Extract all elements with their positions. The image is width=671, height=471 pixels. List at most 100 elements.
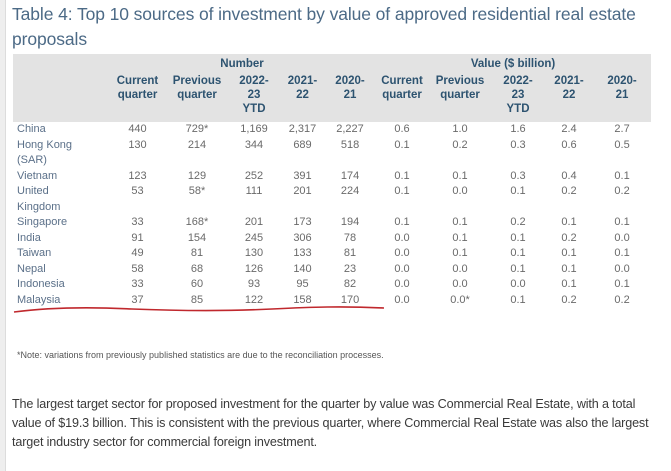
table-row: Indonesia 33 60 93 95 82 0.0 0.0 0.0 0.1 0.1 (13, 277, 651, 293)
column-header-line: 2021- (287, 75, 318, 87)
number-cell: 58* (188, 185, 206, 197)
value-cell: 0.1 (452, 231, 468, 244)
number-cell: 158 (293, 293, 312, 306)
number-cell: 224 (340, 185, 360, 197)
red-underline-annotation (13, 306, 384, 313)
number-cell: 130 (244, 247, 264, 259)
column-header-line: 23 (247, 89, 261, 101)
table-footnote: *Note: variations from previously publis… (17, 350, 384, 360)
number-cell: 689 (293, 138, 312, 151)
value-cell: 0.6 (394, 123, 410, 135)
column-header-line: 2020- (607, 75, 637, 87)
number-cell: 68 (190, 262, 204, 275)
number-cell: 2,227 (336, 123, 364, 135)
country-cell: India (17, 231, 41, 244)
column-header-row: Current quarter Previous quarter 2022- 23 YTD 2… (13, 74, 651, 122)
number-cell: 140 (293, 262, 312, 275)
column-header-number-5: 2020- 21 (325, 74, 375, 122)
column-header-line: 21 (343, 89, 357, 101)
value-cell: 0.1 (452, 216, 468, 228)
country-cell: Taiwan (17, 247, 52, 259)
number-cell: 91 (131, 231, 144, 244)
value-cell: 2.4 (561, 123, 577, 135)
column-header-line: quarter (117, 89, 158, 101)
investment-table: Number Value ($ billion) Current quarter P… (13, 54, 651, 308)
value-cell: 0.2 (510, 216, 526, 228)
table-row: India 91 154 245 306 78 0.0 0.1 0.1 0.2 0.0 (13, 231, 651, 247)
column-header-line: quarter (440, 89, 480, 101)
value-cell: 0.0 (394, 278, 410, 290)
number-cell: 37 (131, 293, 144, 306)
number-cell: 201 (293, 185, 312, 197)
country-cell: Indonesia (17, 278, 65, 290)
column-header-line: 22 (296, 89, 309, 101)
value-cell: 0.1 (561, 247, 577, 259)
column-header-line: Current (381, 75, 423, 87)
number-cell: 729* (185, 123, 209, 135)
table-row: Malaysia 37 85 122 158 170 0.0 0.0* 0.1 0.2 0.2 (13, 293, 651, 309)
column-header-line: 22 (562, 89, 576, 101)
value-cell: 0.2 (561, 231, 577, 244)
number-cell: 154 (187, 231, 207, 244)
value-cell: 0.0 (452, 278, 468, 290)
number-cell: 49 (131, 247, 144, 259)
value-cell: 0.1 (510, 262, 526, 275)
country-cell: Vietnam (17, 169, 58, 182)
country-cell: Nepal (17, 262, 46, 275)
column-header-value-4: 2021- 22 (545, 74, 593, 122)
value-cell: 0.3 (510, 138, 526, 151)
number-cell: 174 (340, 169, 360, 182)
column-header-line: Previous (435, 75, 485, 87)
table-row: China 440 729* 1,169 2,317 2,227 0.6 1.0 1.6 2.4 2… (13, 122, 651, 138)
value-cell: 0.1 (561, 262, 577, 275)
number-cell: 2,317 (288, 123, 317, 135)
number-cell: 60 (190, 278, 204, 290)
value-cell: 0.1 (452, 247, 468, 259)
number-cell: 93 (247, 278, 261, 290)
number-cell: 194 (340, 216, 360, 228)
column-header-line: 2021- (554, 75, 584, 87)
column-header-line: YTD (242, 103, 266, 115)
number-cell: 23 (343, 262, 357, 275)
value-cell: 0.1 (614, 169, 630, 182)
value-cell: 2.7 (614, 123, 630, 135)
value-cell: 0.2 (452, 138, 468, 151)
number-cell: 168* (185, 216, 209, 228)
value-cell: 0.0 (394, 262, 410, 275)
country-cell: United Kingdom (17, 185, 61, 213)
body-paragraph: The largest target sector for proposed i… (12, 397, 649, 449)
table-title: Table 4: Top 10 sources of investment by… (12, 4, 636, 49)
table-row: Singapore 33 168* 201 173 194 0.1 0.1 0.2 0.1 0.1 (13, 215, 651, 231)
value-cell: 0.0 (614, 231, 630, 244)
value-cell: 0.0 (452, 262, 468, 275)
number-cell: 440 (128, 123, 147, 135)
number-cell: 53 (131, 185, 144, 197)
value-cell: 0.1 (510, 293, 526, 306)
value-cell: 1.0 (452, 123, 468, 135)
number-cell: 201 (244, 216, 264, 228)
number-cell: 82 (343, 278, 357, 290)
column-header-line: 21 (615, 89, 629, 101)
number-cell: 306 (293, 231, 312, 244)
table-row: Nepal 58 68 126 140 23 0.0 0.0 0.1 0.1 0.0 (13, 262, 651, 278)
number-cell: 245 (244, 231, 264, 244)
country-cell: China (17, 123, 46, 135)
number-cell: 123 (128, 169, 147, 182)
value-cell: 1.6 (510, 123, 526, 135)
number-cell: 33 (131, 278, 144, 290)
column-header-number-1: Current quarter (109, 74, 166, 122)
column-header-line: 2022- (239, 75, 269, 87)
column-header-line: quarter (382, 89, 422, 101)
column-header-value-1: Current quarter (375, 74, 429, 122)
number-cell: 252 (244, 169, 264, 182)
value-cell: 0.0 (452, 185, 468, 197)
value-cell: 0.2 (614, 185, 630, 197)
column-header-country (13, 74, 109, 122)
number-cell: 126 (244, 262, 264, 275)
value-cell: 0.1 (394, 169, 410, 182)
number-cell: 173 (293, 216, 312, 228)
value-cell: 0.6 (561, 138, 577, 151)
value-cell: 0.1 (452, 169, 468, 182)
number-cell: 344 (244, 138, 264, 151)
table-row: Taiwan 49 81 130 133 81 0.0 0.1 0.1 0.1 0.1 (13, 246, 651, 262)
